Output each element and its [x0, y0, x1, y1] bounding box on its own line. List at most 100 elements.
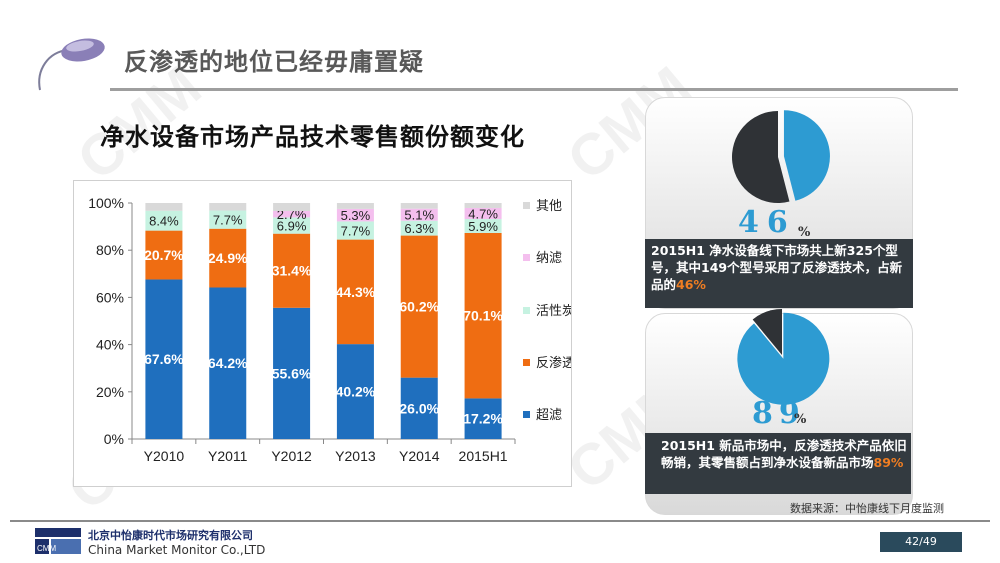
- info-box-new-models: 2015H1 净水设备线下市场共上新325个型号，其中149个型号采用了反渗透技…: [645, 239, 913, 308]
- bar-segment: [209, 203, 247, 211]
- bar-segment: [273, 307, 311, 439]
- data-label: 20.7%: [144, 247, 184, 263]
- data-label: 17.2%: [463, 411, 503, 427]
- company-logo: CMM: [35, 528, 81, 554]
- info2-highlight: 89%: [873, 455, 904, 470]
- legend-swatch: [523, 411, 530, 418]
- legend-label: 超滤: [536, 408, 562, 423]
- y-tick-label: 0%: [104, 431, 124, 447]
- bar-segment: [209, 210, 247, 229]
- bar-segment: [464, 398, 502, 439]
- data-label: 26.0%: [399, 400, 439, 416]
- info-box-sales: 2015H1 新品市场中，反渗透技术产品依旧畅销，其零售额占到净水设备新品市场8…: [645, 433, 911, 494]
- bar-segment: [336, 208, 374, 222]
- page-number: 42/49: [880, 532, 962, 552]
- data-label: 5.3%: [341, 208, 371, 223]
- legend-swatch: [523, 307, 530, 314]
- data-label: 60.2%: [399, 299, 439, 315]
- pie-slice-main: [737, 312, 830, 405]
- data-label: 7.7%: [341, 223, 371, 238]
- data-label: 55.6%: [272, 365, 312, 381]
- bar-segment: [273, 211, 311, 218]
- legend-label: 其他: [536, 199, 562, 214]
- data-label: 5.9%: [468, 219, 498, 234]
- data-label: 6.3%: [404, 221, 434, 236]
- bar-segment: [400, 235, 438, 378]
- bar-segment: [145, 279, 183, 439]
- y-tick-label: 20%: [96, 384, 124, 400]
- bar-segment: [145, 210, 183, 231]
- slide-title: 反渗透的地位已经毋庸置疑: [124, 48, 424, 76]
- data-label: 6.9%: [277, 219, 307, 234]
- data-label: 40.2%: [336, 384, 376, 400]
- data-label: 44.3%: [336, 284, 376, 300]
- bar-segment: [145, 230, 183, 280]
- x-tick-label: 2015H1: [459, 448, 508, 464]
- data-label: 67.6%: [144, 351, 184, 367]
- bar-segment: [336, 344, 374, 439]
- data-label: 31.4%: [272, 263, 312, 279]
- company-name-en: China Market Monitor Co.,LTD: [88, 543, 266, 557]
- y-tick-label: 40%: [96, 337, 124, 353]
- mouse-icon: [28, 30, 108, 104]
- legend-swatch: [523, 254, 530, 261]
- pie-chart-89: [737, 309, 830, 405]
- legend-swatch: [523, 359, 530, 366]
- x-tick-label: Y2010: [144, 448, 185, 464]
- bar-segment: [209, 287, 247, 439]
- bar-segment: [400, 203, 438, 209]
- pie1-percent-sign: %: [798, 225, 811, 240]
- pie-chart-46: [732, 110, 830, 203]
- title-divider: [110, 88, 958, 91]
- footer-divider: [10, 520, 990, 522]
- bar-segment: [464, 219, 502, 233]
- info1-highlight: 46%: [676, 277, 706, 292]
- data-label: 5.1%: [404, 208, 434, 223]
- bar-segment: [336, 221, 374, 240]
- bar-segment: [209, 228, 247, 288]
- bar-segment: [273, 233, 311, 308]
- info2-text: 2015H1 新品市场中，反渗透技术产品依旧畅销，其零售额占到净水设备新品市场: [661, 438, 907, 470]
- pie2-percent-sign: %: [794, 412, 807, 427]
- bar-segment: [464, 207, 502, 220]
- info1-text: 2015H1 净水设备线下市场共上新325个型号，其中149个型号采用了反渗透技…: [651, 243, 903, 292]
- data-label: 8.4%: [149, 214, 179, 229]
- bar-segment: [464, 203, 502, 208]
- pie2-percent: 89: [752, 396, 806, 431]
- pie-slice-rest: [732, 111, 790, 203]
- data-label: 64.2%: [208, 355, 248, 371]
- stacked-bar-chart: 0% 20% 40% 60% 80% 100% 67.6% 20.7% 8.4% Y2010 64.…: [73, 180, 572, 487]
- data-label: 7.7%: [213, 213, 243, 228]
- y-tick-label: 60%: [96, 289, 124, 305]
- bar-segment: [273, 217, 311, 234]
- legend-label: 活性炭: [536, 304, 571, 319]
- bar-segment: [400, 377, 438, 439]
- data-label: 4.7%: [468, 207, 498, 222]
- data-source-note: 数据来源：中怡康线下月度监测: [790, 502, 944, 515]
- x-tick-label: Y2014: [399, 448, 440, 464]
- bar-segment: [400, 208, 438, 221]
- x-tick-label: Y2013: [335, 448, 376, 464]
- bar-segment: [400, 220, 438, 236]
- legend-swatch: [523, 202, 530, 209]
- pie1-percent: 46: [738, 205, 796, 240]
- company-name-cn: 北京中怡康时代市场研究有限公司: [88, 529, 253, 542]
- bar-segment: [464, 232, 502, 399]
- legend-label: 纳滤: [536, 251, 562, 266]
- data-label: 70.1%: [463, 308, 503, 324]
- chart-canvas: 0% 20% 40% 60% 80% 100% 67.6% 20.7% 8.4% Y2010 64.…: [88, 195, 571, 464]
- data-label: 24.9%: [208, 250, 248, 266]
- bar-segment: [273, 203, 311, 212]
- chart-heading: 净水设备市场产品技术零售额份额变化: [100, 123, 525, 151]
- pie-slice-rest: [752, 309, 782, 355]
- legend-label: 反渗透: [536, 356, 571, 371]
- x-tick-label: Y2011: [208, 448, 248, 464]
- bar-segment: [336, 239, 374, 345]
- y-tick-label: 100%: [88, 195, 124, 211]
- pie-slice-main: [783, 110, 830, 201]
- y-tick-label: 80%: [96, 242, 124, 258]
- bar-segment: [145, 203, 183, 211]
- svg-text:CMM: CMM: [37, 544, 56, 553]
- bar-segment: [336, 203, 374, 209]
- x-tick-label: Y2012: [271, 448, 312, 464]
